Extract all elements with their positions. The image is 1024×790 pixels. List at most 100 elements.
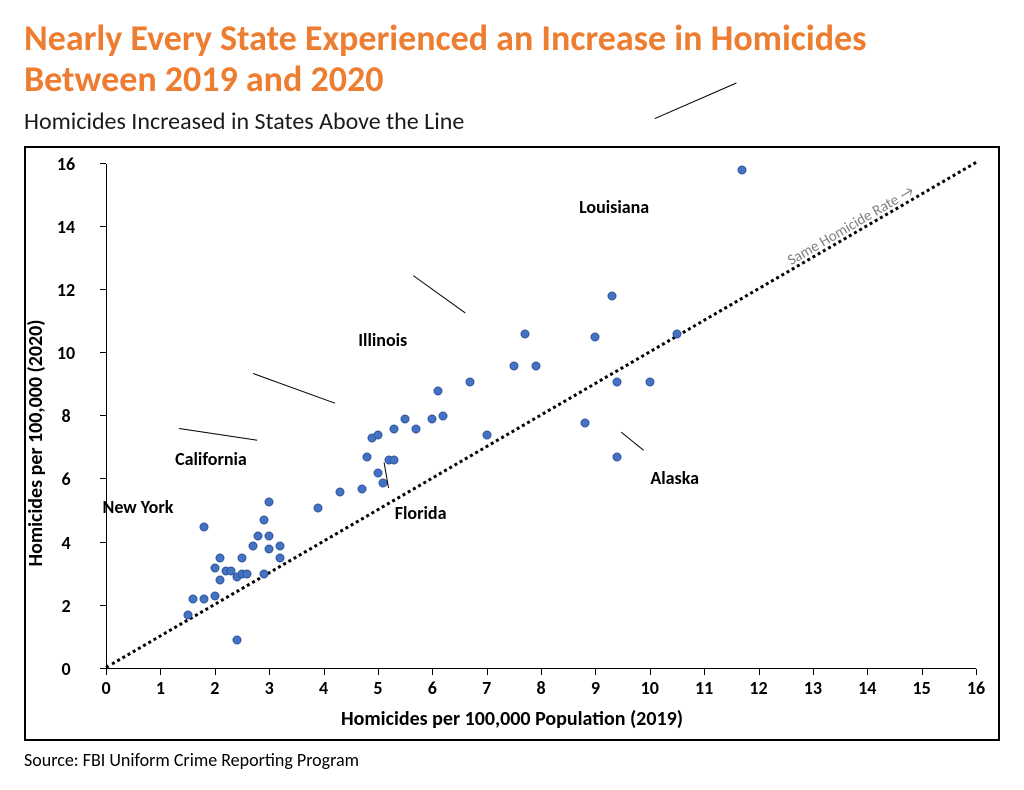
y-tick: 16: [57, 153, 75, 175]
x-tick-mark: [269, 669, 270, 675]
callout-label: California: [175, 448, 253, 470]
data-point: [259, 570, 268, 579]
y-tick: 6: [61, 468, 70, 490]
callout-label: Florida: [389, 502, 447, 524]
data-point: [357, 484, 366, 493]
x-tick-mark: [922, 669, 923, 675]
data-point: [390, 424, 399, 433]
x-tick-mark: [487, 669, 488, 675]
data-point: [580, 418, 589, 427]
y-tick-mark: [100, 542, 106, 543]
x-tick-mark: [541, 669, 542, 675]
data-point: [335, 488, 344, 497]
x-tick: 9: [591, 677, 600, 699]
data-point: [265, 544, 274, 553]
data-point: [232, 636, 241, 645]
callout-label: Alaska: [644, 467, 699, 489]
data-point: [210, 563, 219, 572]
data-point: [265, 532, 274, 541]
x-tick-mark: [704, 669, 705, 675]
x-tick-mark: [813, 669, 814, 675]
y-tick-mark: [100, 289, 106, 290]
y-tick-mark: [100, 478, 106, 479]
data-point: [243, 570, 252, 579]
data-point: [276, 554, 285, 563]
x-tick-mark: [595, 669, 596, 675]
data-point: [411, 424, 420, 433]
reference-line-label: Same Homicide Rate→: [784, 183, 917, 270]
x-tick: 0: [101, 677, 110, 699]
x-tick-mark: [759, 669, 760, 675]
x-tick-mark: [160, 669, 161, 675]
data-point: [482, 431, 491, 440]
x-tick: 14: [858, 677, 876, 699]
data-point: [216, 554, 225, 563]
x-tick: 5: [373, 677, 382, 699]
x-tick: 1: [156, 677, 165, 699]
data-point: [613, 453, 622, 462]
chart-frame: Same Homicide Rate→ New York California Flo…: [24, 146, 1000, 741]
data-point: [199, 522, 208, 531]
callout-leader: [413, 275, 466, 313]
data-point: [276, 541, 285, 550]
x-tick: 12: [749, 677, 767, 699]
data-point: [520, 330, 529, 339]
data-point: [314, 503, 323, 512]
x-axis-label: Homicides per 100,000 Population (2019): [341, 707, 683, 731]
chart-subtitle: Homicides Increased in States Above the …: [24, 107, 1000, 136]
y-axis-label: Homicides per 100,000 (2020): [24, 320, 48, 567]
y-tick-mark: [100, 163, 106, 164]
y-tick: 0: [61, 658, 70, 680]
data-point: [531, 361, 540, 370]
callout-label: Louisiana: [579, 196, 655, 218]
data-point: [199, 595, 208, 604]
y-tick: 8: [61, 405, 70, 427]
y-tick-mark: [100, 415, 106, 416]
callout-leader: [179, 428, 257, 441]
x-tick-mark: [976, 669, 977, 675]
data-point: [672, 330, 681, 339]
data-point: [738, 166, 747, 175]
data-point: [237, 554, 246, 563]
x-tick: 3: [265, 677, 274, 699]
data-point: [265, 497, 274, 506]
data-point: [373, 431, 382, 440]
x-tick: 13: [804, 677, 822, 699]
data-point: [254, 532, 263, 541]
callout-leader: [621, 432, 644, 451]
data-point: [591, 333, 600, 342]
callout-label: Illinois: [358, 329, 413, 351]
data-point: [428, 415, 437, 424]
callout-label: New York: [102, 496, 179, 518]
data-point: [509, 361, 518, 370]
x-tick-mark: [432, 669, 433, 675]
x-tick: 15: [913, 677, 931, 699]
y-tick-mark: [100, 226, 106, 227]
data-point: [216, 576, 225, 585]
callout-leader: [253, 373, 335, 403]
x-tick-mark: [867, 669, 868, 675]
y-tick: 14: [57, 216, 75, 238]
y-tick-mark: [100, 352, 106, 353]
data-point: [248, 541, 257, 550]
data-point: [189, 595, 198, 604]
y-tick: 10: [57, 342, 75, 364]
data-point: [607, 292, 616, 301]
y-tick-mark: [100, 605, 106, 606]
x-tick-mark: [378, 669, 379, 675]
data-point: [363, 453, 372, 462]
data-point: [433, 387, 442, 396]
data-point: [439, 412, 448, 421]
x-tick-mark: [106, 669, 107, 675]
chart-title: Nearly Every State Experienced an Increa…: [24, 18, 1000, 101]
x-tick: 7: [482, 677, 491, 699]
x-tick: 4: [319, 677, 328, 699]
x-tick: 16: [967, 677, 985, 699]
x-tick-mark: [650, 669, 651, 675]
data-point: [183, 611, 192, 620]
y-tick-mark: [100, 668, 106, 669]
data-point: [373, 469, 382, 478]
y-tick: 4: [61, 532, 70, 554]
x-tick: 6: [428, 677, 437, 699]
data-point: [401, 415, 410, 424]
